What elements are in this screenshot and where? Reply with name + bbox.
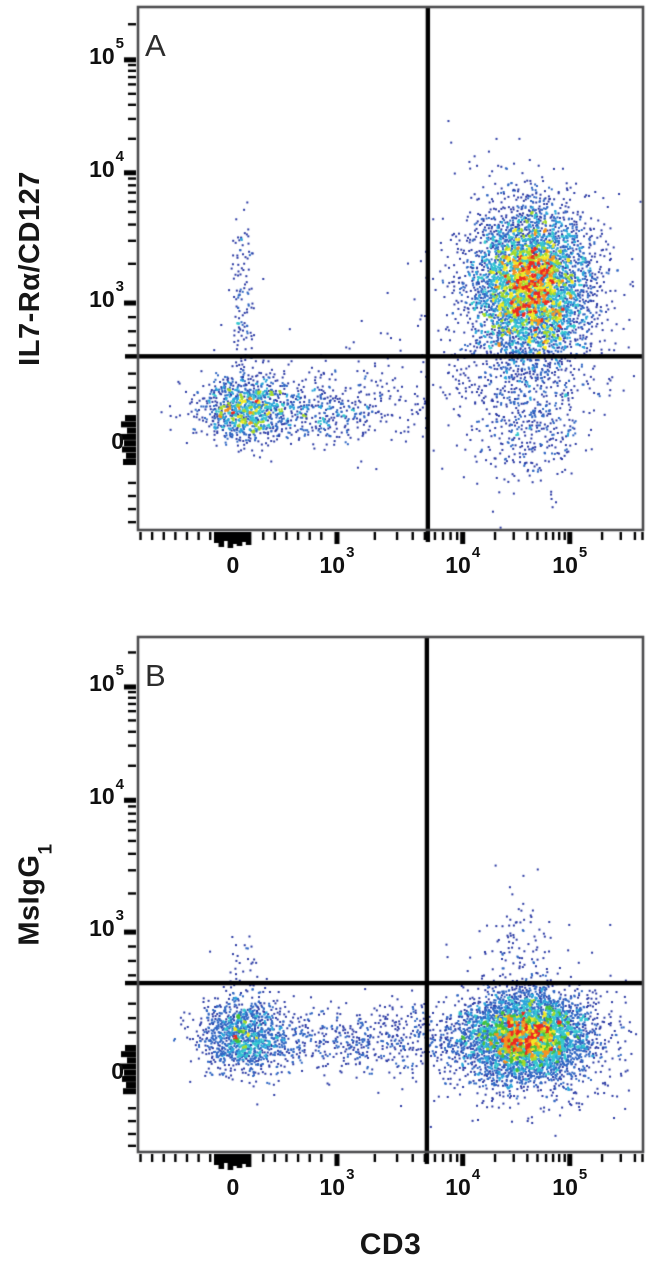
x-tick-label: 104: [445, 544, 481, 578]
y-tick-label: 103: [89, 278, 124, 313]
panel-b-letter: B: [145, 658, 166, 693]
x-tick-label: 103: [319, 1166, 355, 1200]
y-tick-label: 0: [111, 1057, 124, 1084]
y-tick-label: 105: [89, 662, 124, 696]
x-tick-label: 0: [226, 1174, 240, 1200]
y-tick-label: 0: [111, 428, 124, 455]
y-tick-label: 103: [89, 907, 124, 942]
y-tick-label: 104: [89, 775, 124, 810]
x-tick-label: 103: [319, 544, 355, 578]
x-axis-title: CD3: [359, 1228, 422, 1261]
y-tick-label: 104: [89, 148, 124, 182]
y-tick-label: 105: [89, 35, 124, 69]
x-tick-label: 105: [552, 1166, 588, 1200]
x-tick-label: 104: [445, 1166, 481, 1200]
panel-a-letter: A: [145, 28, 166, 63]
x-tick-label: 105: [552, 544, 588, 578]
x-tick-label: 0: [226, 552, 240, 578]
